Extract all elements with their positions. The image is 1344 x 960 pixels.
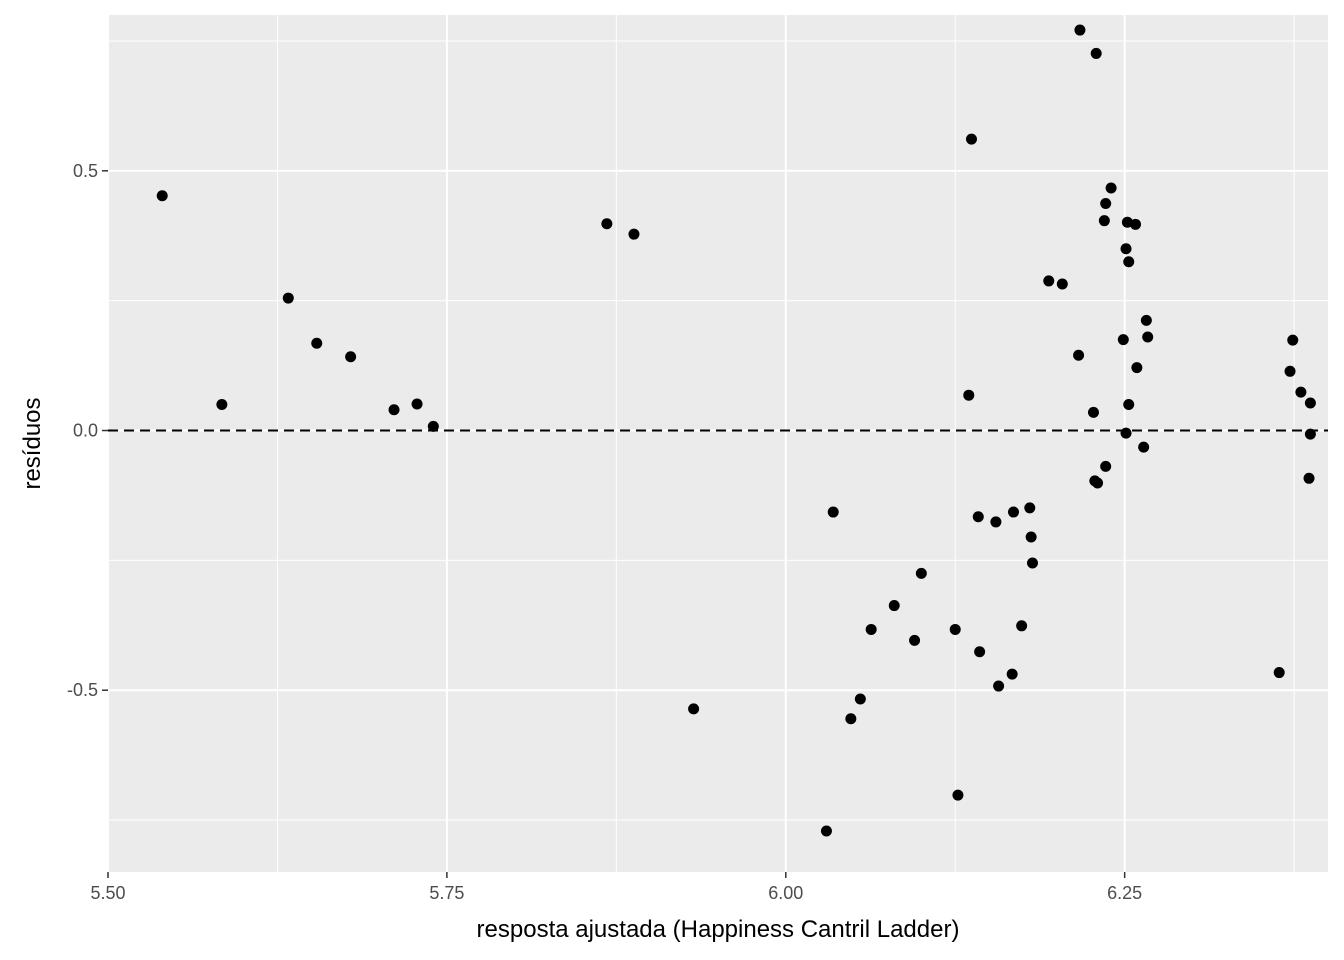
y-tick-label: 0.0	[73, 421, 98, 441]
data-point	[952, 789, 964, 801]
data-point	[1120, 243, 1132, 255]
data-point	[1090, 47, 1102, 59]
data-point	[1142, 331, 1154, 343]
data-point	[949, 623, 961, 635]
data-point	[345, 351, 357, 363]
x-tick-label: 6.00	[768, 883, 803, 903]
data-point	[993, 680, 1005, 692]
x-tick-label: 5.50	[90, 883, 125, 903]
data-point	[1303, 472, 1315, 484]
data-point	[1026, 557, 1038, 569]
data-point	[282, 292, 294, 304]
data-point	[865, 623, 877, 635]
data-point	[909, 634, 921, 646]
data-point	[1087, 406, 1099, 418]
data-point	[972, 511, 984, 523]
data-point	[1138, 441, 1150, 453]
data-point	[156, 190, 168, 202]
data-point	[1120, 427, 1132, 439]
data-point	[974, 646, 986, 658]
data-point	[1140, 314, 1152, 326]
data-point	[388, 404, 400, 416]
data-point	[216, 399, 228, 411]
data-point	[1123, 399, 1135, 411]
y-tick-label: -0.5	[67, 680, 98, 700]
data-point	[1098, 215, 1110, 227]
data-point	[1074, 24, 1086, 36]
data-point	[1287, 334, 1299, 346]
data-point	[820, 825, 832, 837]
data-point	[688, 703, 700, 715]
data-point	[1295, 386, 1307, 398]
data-point	[1092, 477, 1104, 489]
data-point	[845, 713, 857, 725]
data-point	[1016, 620, 1028, 632]
data-point	[1008, 506, 1020, 518]
data-point	[827, 506, 839, 518]
y-axis: -0.5 0.0 0.5	[67, 161, 108, 700]
data-point	[1024, 502, 1036, 514]
data-point	[1043, 275, 1055, 287]
data-point	[1100, 198, 1112, 210]
x-tick-label: 6.25	[1107, 883, 1142, 903]
data-point	[1100, 460, 1112, 472]
data-point	[1304, 397, 1316, 409]
data-point	[628, 228, 640, 240]
data-points	[156, 24, 1316, 837]
data-point	[311, 337, 323, 349]
data-point	[1105, 182, 1117, 194]
data-point	[1130, 218, 1142, 230]
data-point	[1073, 349, 1085, 361]
data-point	[1025, 531, 1037, 543]
data-point	[1284, 365, 1296, 377]
data-point	[601, 218, 613, 230]
data-point	[1006, 668, 1018, 680]
data-point	[1304, 428, 1316, 440]
x-axis-title: resposta ajustada (Happiness Cantril Lad…	[477, 916, 960, 943]
data-point	[990, 516, 1002, 528]
y-tick-label: 0.5	[73, 161, 98, 181]
x-tick-label: 5.75	[429, 883, 464, 903]
data-point	[1117, 334, 1129, 346]
data-point	[1123, 256, 1135, 268]
data-point	[427, 420, 439, 432]
data-point	[1273, 667, 1285, 679]
y-axis-title: resíduos	[19, 397, 46, 489]
data-point	[963, 389, 975, 401]
data-point	[888, 600, 900, 612]
data-point	[854, 693, 866, 705]
data-point	[965, 133, 977, 145]
data-point	[1056, 278, 1068, 290]
x-axis: 5.50 5.75 6.00 6.25	[90, 872, 1142, 903]
data-point	[915, 567, 927, 579]
data-point	[1131, 362, 1143, 374]
data-point	[411, 398, 423, 410]
